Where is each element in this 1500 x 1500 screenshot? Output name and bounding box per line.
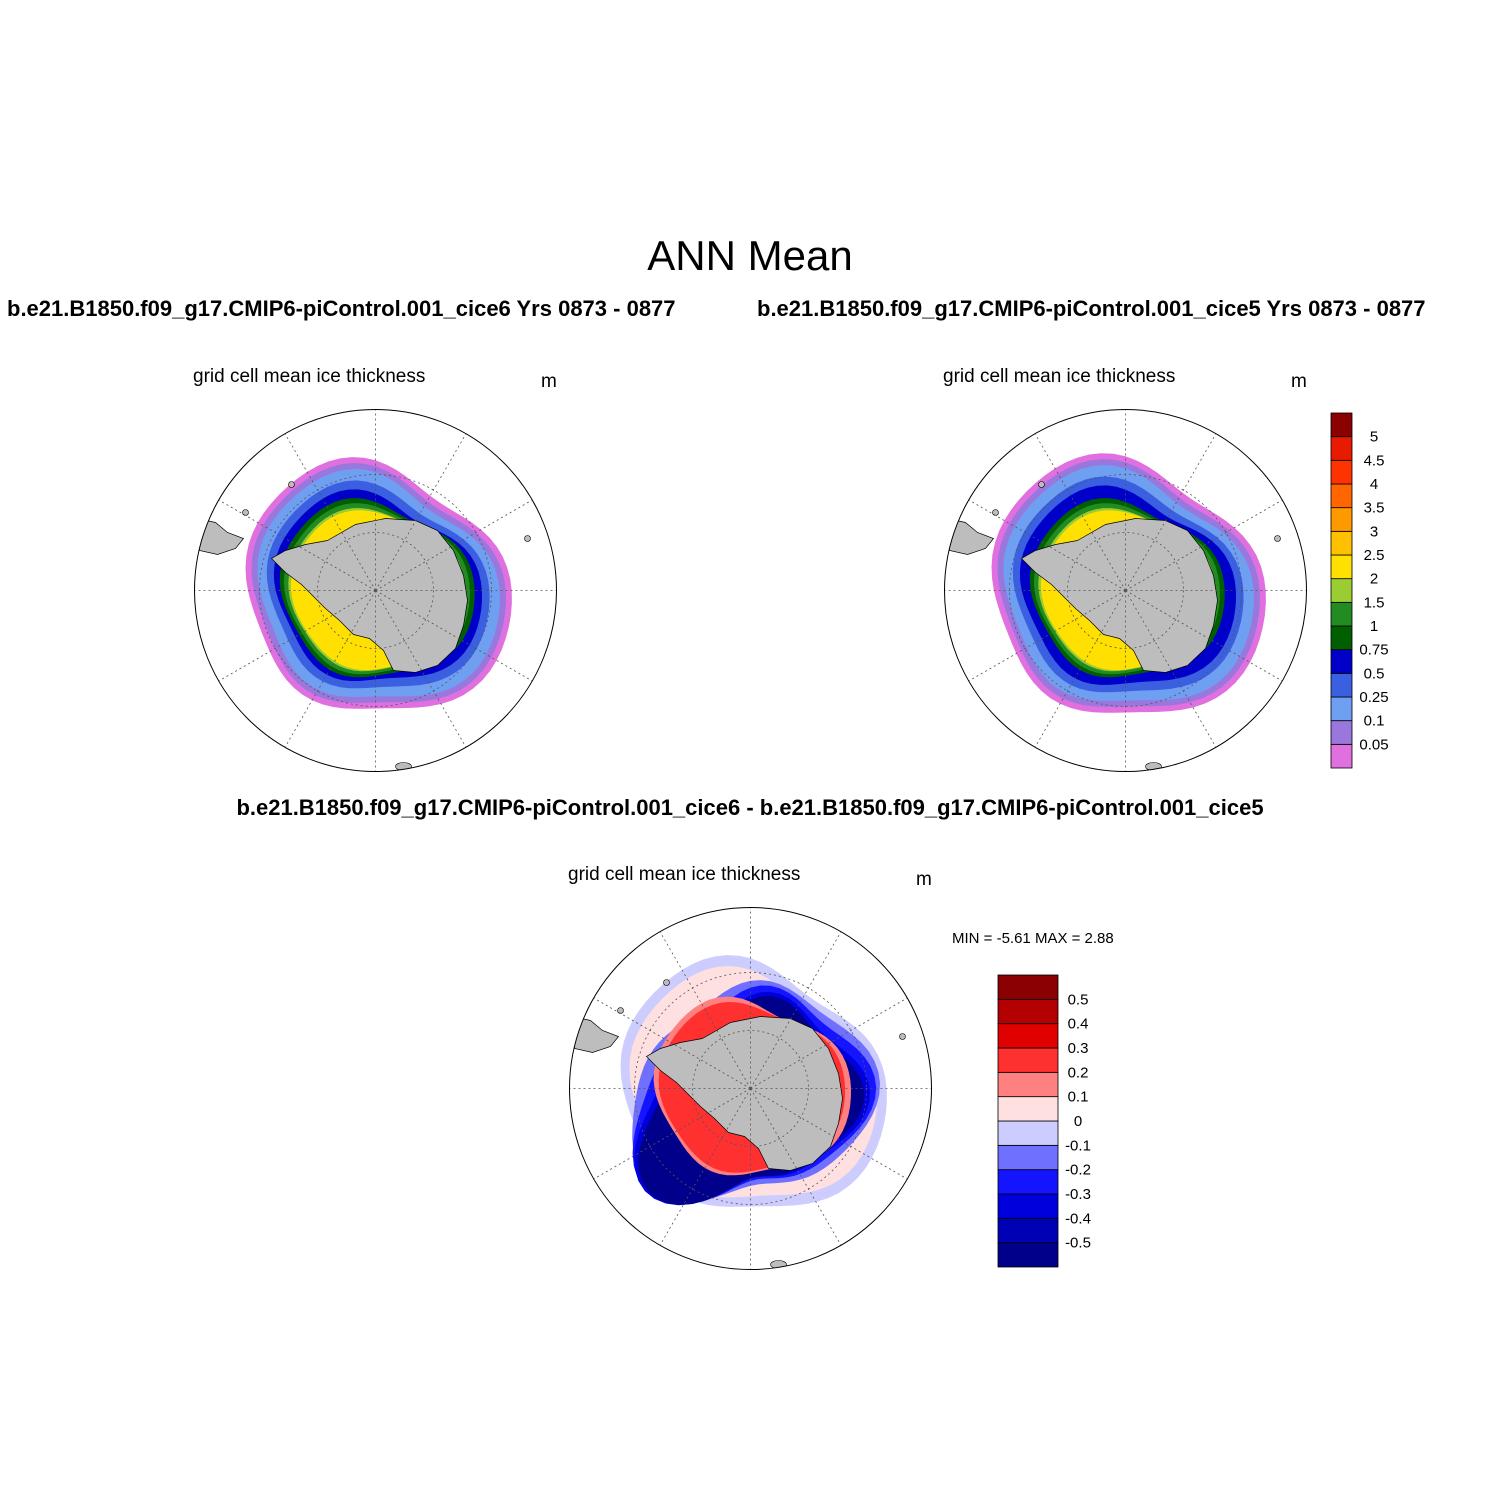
colorbar-thickness-tick-label: 4.5 <box>1364 452 1385 469</box>
top-right-island <box>992 509 999 516</box>
colorbar-difference-tick-label: -0.2 <box>1065 1162 1091 1179</box>
colorbar-difference-color-box <box>997 1023 1059 1049</box>
colorbar-difference-tick-label: -0.4 <box>1065 1210 1091 1227</box>
colorbar-thickness-tick-label: 0.75 <box>1359 642 1388 659</box>
polar-map-top-left <box>194 409 557 772</box>
case-title-difference: b.e21.B1850.f09_g17.CMIP6-piControl.001_… <box>236 795 1264 820</box>
top-right-island <box>1274 535 1281 542</box>
colorbar-difference-tick-label: 0.3 <box>1068 1040 1089 1057</box>
colorbar-thickness-tick-label: 1 <box>1370 618 1378 635</box>
colorbar-difference-color-box <box>997 1193 1059 1219</box>
colorbar-thickness-color-box <box>1330 436 1353 461</box>
units-top-right: m <box>1291 371 1307 392</box>
colorbar-difference-color-box <box>997 1217 1059 1244</box>
colorbar-difference-tick-label: 0.5 <box>1068 991 1089 1008</box>
colorbar-difference: -0.5 -0.4 -0.3 -0.2 -0.1 0 0.1 0.2 0.3 0.4 0.5 <box>997 974 1091 1268</box>
variable-title-difference: grid cell mean ice thickness <box>568 864 801 885</box>
colorbar-thickness-color-box <box>1330 672 1353 698</box>
colorbar-thickness-color-box <box>1330 578 1353 603</box>
top-right-island <box>1038 481 1045 488</box>
colorbar-thickness-color-box <box>1330 601 1353 627</box>
difference-island <box>663 979 670 986</box>
top-left-antarctica-landmass <box>270 518 468 673</box>
colorbar-thickness-tick-label: 3 <box>1370 523 1378 540</box>
colorbar-difference-tick-label: 0 <box>1074 1113 1082 1130</box>
difference-map-border <box>569 907 932 1270</box>
top-left-island <box>288 481 295 488</box>
top-right-map-border <box>944 409 1307 772</box>
min-max-text: MIN = -5.61 MAX = 2.88 <box>952 930 1114 947</box>
colorbar-difference-tick-label: 0.1 <box>1068 1089 1089 1106</box>
colorbar-thickness-color-box <box>1330 530 1353 556</box>
difference-antarctica-landmass <box>645 1016 843 1171</box>
colorbar-difference-tick-label: 0.4 <box>1068 1016 1089 1033</box>
variable-title-top-right: grid cell mean ice thickness <box>943 366 1176 387</box>
colorbar-difference-color-box <box>997 1047 1059 1073</box>
colorbar-difference-color-box <box>997 1169 1059 1195</box>
top-left-south-america-landmass <box>197 518 245 555</box>
colorbar-difference-color-box <box>997 1242 1059 1268</box>
difference-south-america-landmass <box>572 1016 620 1053</box>
colorbar-thickness-tick-label: 0.05 <box>1359 736 1388 753</box>
units-difference: m <box>916 869 932 890</box>
colorbar-thickness-color-box <box>1330 720 1353 745</box>
variable-title-top-left: grid cell mean ice thickness <box>193 366 426 387</box>
top-right-antarctica-landmass <box>1020 518 1218 673</box>
colorbar-thickness-color-box <box>1330 459 1353 485</box>
colorbar-thickness-color-box <box>1330 554 1353 580</box>
difference-graticule <box>569 907 932 1270</box>
colorbar-difference-color-box <box>997 998 1059 1025</box>
colorbar-thickness-color-box <box>1330 743 1353 769</box>
colorbar-thickness-tick-label: 4 <box>1370 476 1378 493</box>
colorbar-thickness-color-box <box>1330 483 1353 509</box>
colorbar-difference-color-box <box>997 1071 1059 1098</box>
polar-map-difference <box>569 907 932 1270</box>
colorbar-thickness-tick-label: 2 <box>1370 571 1378 588</box>
difference-island <box>617 1007 624 1014</box>
colorbar-thickness-tick-label: 2.5 <box>1364 547 1385 564</box>
colorbar-thickness-tick-label: 5 <box>1370 429 1378 446</box>
units-top-left: m <box>541 371 557 392</box>
colorbar-thickness-tick-label: 1.5 <box>1364 594 1385 611</box>
case-title-top-left: b.e21.B1850.f09_g17.CMIP6-piControl.001_… <box>7 296 676 321</box>
colorbar-thickness-color-box <box>1330 625 1353 651</box>
colorbar-difference-tick-label: -0.5 <box>1065 1235 1091 1252</box>
top-left-map-border <box>194 409 557 772</box>
colorbar-thickness-color-box <box>1330 412 1353 438</box>
colorbar-difference-tick-label: -0.3 <box>1065 1186 1091 1203</box>
top-left-island <box>242 509 249 516</box>
colorbar-thickness-color-box <box>1330 696 1353 722</box>
colorbar-thickness-color-box <box>1330 507 1353 532</box>
colorbar-thickness-tick-label: 0.1 <box>1364 713 1385 730</box>
colorbar-thickness-color-box <box>1330 649 1353 674</box>
case-title-top-right: b.e21.B1850.f09_g17.CMIP6-piControl.001_… <box>757 296 1426 321</box>
colorbar-thickness: 0.05 0.1 0.25 0.5 0.75 1 1.5 2 2.5 3 3.5 4 4.5 5 <box>1330 412 1389 769</box>
colorbar-difference-color-box <box>997 1096 1059 1122</box>
top-right-south-america-landmass <box>947 518 995 555</box>
colorbar-difference-tick-label: -0.1 <box>1065 1137 1091 1154</box>
figure-title: ANN Mean <box>647 232 853 279</box>
colorbar-thickness-tick-label: 3.5 <box>1364 500 1385 517</box>
polar-map-top-right <box>944 409 1307 772</box>
colorbar-difference-tick-label: 0.2 <box>1068 1064 1089 1081</box>
colorbar-difference-color-box <box>997 974 1059 1000</box>
difference-island <box>899 1033 906 1040</box>
colorbar-difference-color-box <box>997 1144 1059 1171</box>
colorbar-difference-color-box <box>997 1120 1059 1146</box>
top-left-graticule <box>194 409 557 772</box>
top-right-graticule <box>944 409 1307 772</box>
top-left-island <box>524 535 531 542</box>
colorbar-thickness-tick-label: 0.5 <box>1364 665 1385 682</box>
colorbar-thickness-tick-label: 0.25 <box>1359 689 1388 706</box>
